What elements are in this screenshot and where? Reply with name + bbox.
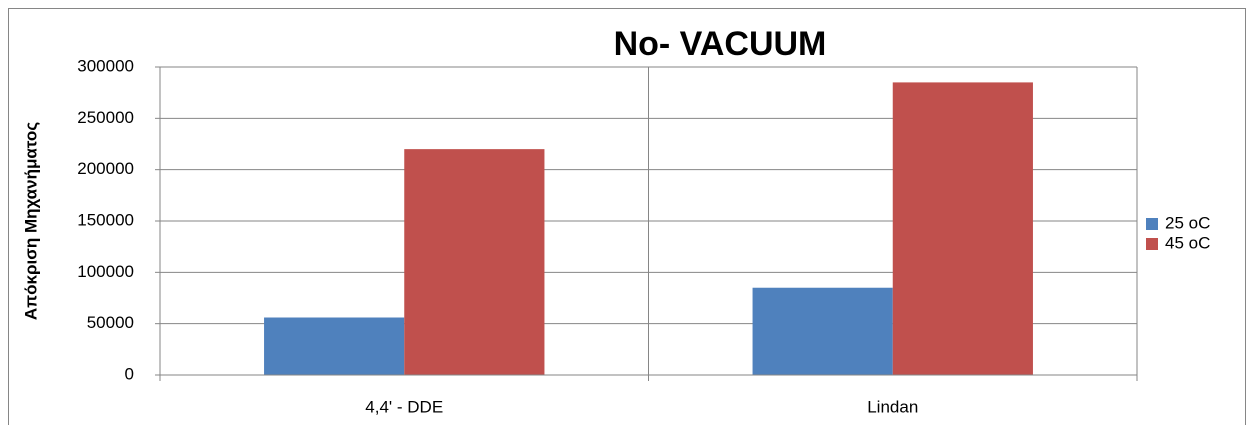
x-tick-label: Lindan [867, 397, 918, 416]
bar [264, 317, 405, 375]
legend-swatch [1146, 218, 1158, 230]
bar [752, 287, 893, 375]
x-tick-label: 4,4' - DDE [365, 397, 443, 416]
legend-label: 45 oC [1165, 233, 1210, 252]
y-tick-label: 0 [125, 364, 134, 383]
bar [404, 149, 545, 375]
chart-title: No- VACUUM [614, 25, 827, 63]
y-tick-label: 200000 [77, 159, 134, 178]
legend-label: 25 oC [1165, 213, 1210, 232]
y-tick-label: 250000 [77, 108, 134, 127]
chart-border [8, 8, 1246, 425]
bar [892, 82, 1033, 376]
y-tick-label: 150000 [77, 210, 134, 229]
y-axis-label: Απόκριση Μηχανήματος [21, 122, 40, 320]
y-tick-label: 100000 [77, 262, 134, 281]
y-tick-label: 50000 [87, 313, 134, 332]
legend-swatch [1146, 238, 1158, 250]
y-tick-label: 300000 [77, 56, 134, 75]
